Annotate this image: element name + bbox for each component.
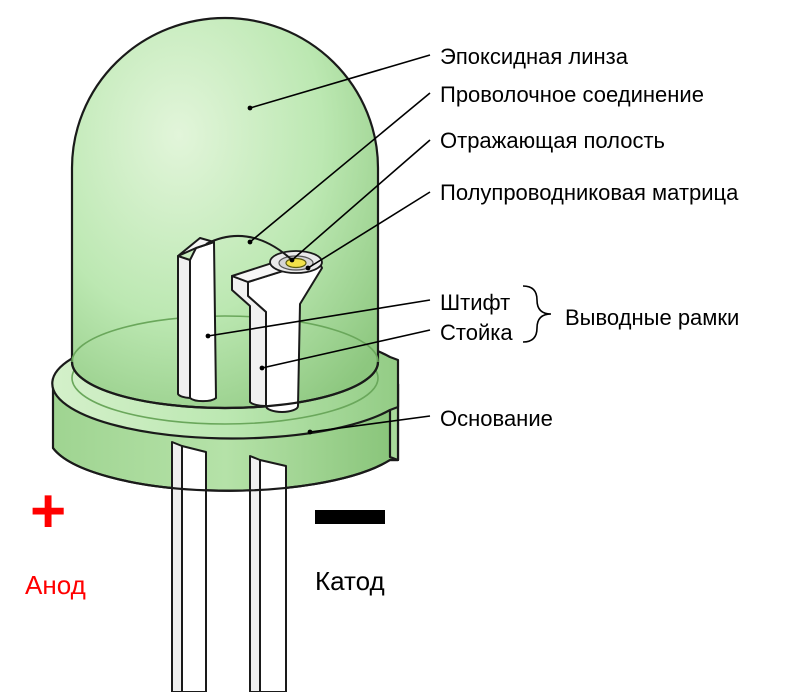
- label-cathode: Катод: [315, 566, 385, 597]
- label-pin: Штифт: [440, 290, 510, 316]
- leadframe-brace: [523, 286, 551, 342]
- label-die: Полупроводниковая матрица: [440, 180, 738, 206]
- cathode-minus-symbol: [315, 510, 385, 524]
- semiconductor-die: [286, 259, 306, 268]
- label-cavity: Отражающая полость: [440, 128, 665, 154]
- label-wirebond: Проволочное соединение: [440, 82, 704, 108]
- label-post: Стойка: [440, 320, 513, 346]
- label-leadframe: Выводные рамки: [565, 305, 739, 331]
- led-dome: [72, 18, 378, 408]
- label-anode: Анод: [25, 570, 86, 601]
- label-base: Основание: [440, 406, 553, 432]
- label-lens: Эпоксидная линза: [440, 44, 628, 70]
- anode-post: [178, 238, 216, 401]
- anode-plus-symbol: +: [30, 490, 66, 533]
